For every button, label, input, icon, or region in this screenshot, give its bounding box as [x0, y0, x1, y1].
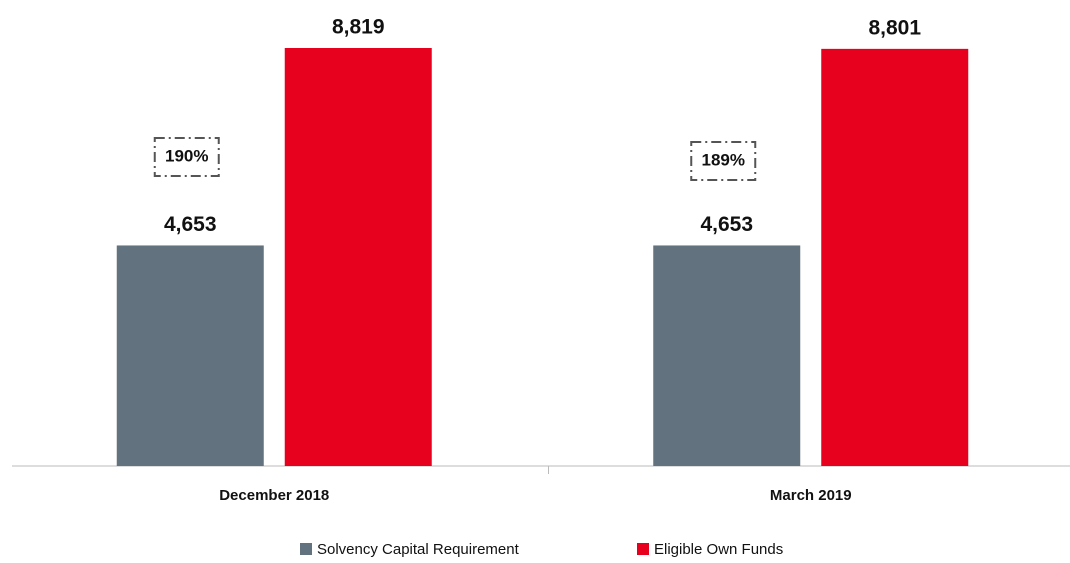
legend-label: Solvency Capital Requirement: [317, 541, 520, 558]
legend-swatch: [637, 543, 649, 555]
legend-label: Eligible Own Funds: [654, 541, 783, 558]
annotation-box: [153, 137, 220, 177]
annotation: 190%: [165, 146, 208, 165]
value-label: 8,819: [332, 16, 385, 39]
value-label: 4,653: [700, 213, 753, 236]
value-label: 8,801: [868, 16, 921, 39]
bar: [821, 48, 969, 467]
legend-swatch: [300, 543, 312, 555]
value-label: 4,653: [164, 213, 217, 236]
bar: [116, 245, 264, 466]
annotation-box: [690, 141, 757, 181]
x-tick-label: March 2019: [770, 487, 852, 504]
bar: [284, 48, 432, 466]
annotation: 189%: [702, 150, 745, 169]
x-tick-label: December 2018: [219, 487, 329, 504]
bar: [653, 245, 801, 466]
